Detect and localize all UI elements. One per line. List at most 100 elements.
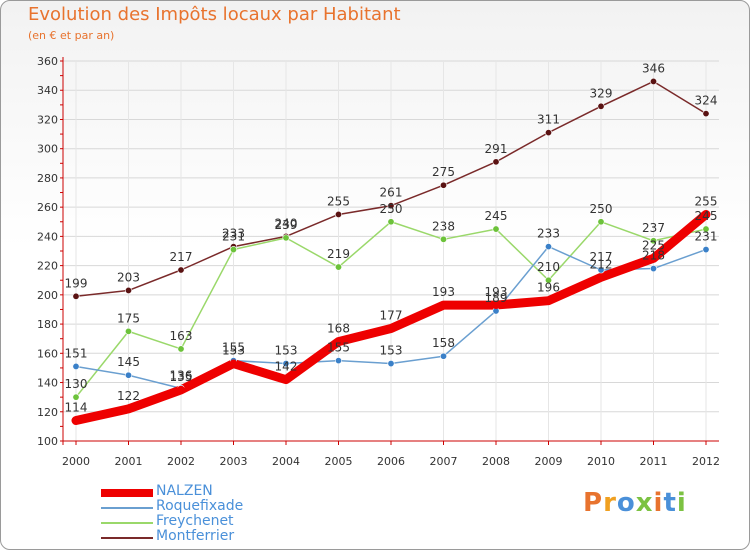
- data-point: [282, 360, 290, 368]
- data-label: 122: [117, 389, 140, 403]
- data-label: 158: [432, 336, 455, 350]
- data-label: 217: [170, 250, 193, 264]
- data-point: [439, 352, 447, 360]
- y-tick-label: 100: [37, 435, 58, 448]
- data-point: [72, 416, 80, 425]
- data-point: [282, 234, 290, 242]
- data-label: 189: [485, 291, 508, 305]
- x-tick-label: 2004: [272, 455, 300, 468]
- y-tick-label: 120: [37, 406, 58, 419]
- data-label: 199: [65, 276, 88, 290]
- data-label: 239: [275, 218, 298, 232]
- data-label: 136: [170, 368, 193, 382]
- data-label: 255: [695, 194, 718, 208]
- x-tick-label: 2001: [115, 455, 143, 468]
- data-label: 175: [117, 311, 140, 325]
- data-label: 311: [537, 113, 560, 127]
- y-tick-label: 140: [37, 377, 58, 390]
- data-point: [229, 359, 238, 368]
- data-label: 218: [642, 249, 665, 263]
- y-tick-label: 200: [37, 289, 58, 302]
- x-tick-label: 2002: [167, 455, 195, 468]
- data-label: 250: [590, 202, 613, 216]
- x-tick-label: 2012: [692, 455, 720, 468]
- data-point: [334, 357, 342, 365]
- data-label: 217: [590, 250, 613, 264]
- logo-letter: x: [635, 488, 654, 518]
- data-label: 155: [222, 341, 245, 355]
- data-point: [125, 371, 133, 379]
- data-label: 193: [432, 285, 455, 299]
- chart-title: Evolution des Impôts locaux par Habitant: [28, 4, 401, 25]
- data-label: 142: [275, 360, 298, 374]
- data-label: 203: [117, 270, 140, 284]
- data-label: 196: [537, 281, 560, 295]
- data-label: 168: [327, 322, 350, 336]
- logo-letter: i: [676, 488, 687, 518]
- y-tick-label: 180: [37, 318, 58, 331]
- legend-swatch: [101, 489, 153, 497]
- data-point: [702, 210, 710, 219]
- data-label: 250: [380, 202, 403, 216]
- data-label: 240: [275, 216, 298, 230]
- legend-swatch: [101, 507, 153, 509]
- data-point: [125, 327, 133, 335]
- data-point: [702, 246, 710, 254]
- legend-swatch: [101, 537, 153, 539]
- data-point: [334, 263, 342, 271]
- data-label: 219: [327, 247, 350, 261]
- data-point: [597, 266, 605, 274]
- data-label: 346: [642, 61, 665, 75]
- logo-letter: o: [616, 488, 636, 518]
- y-tick-label: 340: [37, 84, 58, 97]
- data-point: [544, 296, 553, 305]
- x-tick-label: 2008: [482, 455, 510, 468]
- data-label: 163: [170, 329, 193, 343]
- proxiti-logo: Proxiti: [583, 488, 687, 518]
- data-point: [439, 181, 447, 189]
- legend-label: Roquefixade: [156, 498, 244, 514]
- data-label: 275: [432, 165, 455, 179]
- data-point: [72, 393, 80, 401]
- data-point: [387, 324, 395, 333]
- data-label: 231: [222, 230, 245, 244]
- data-point: [492, 158, 500, 166]
- data-point: [125, 286, 133, 294]
- data-label: 130: [65, 377, 88, 391]
- data-label: 324: [695, 94, 718, 108]
- y-tick-label: 300: [37, 143, 58, 156]
- x-tick-label: 2006: [377, 455, 405, 468]
- data-label: 329: [590, 86, 613, 100]
- data-label: 135: [170, 370, 193, 384]
- x-tick-label: 2000: [62, 455, 90, 468]
- data-point: [597, 218, 605, 226]
- data-label: 238: [432, 219, 455, 233]
- y-tick-label: 320: [37, 113, 58, 126]
- data-point: [230, 246, 238, 254]
- x-tick-label: 2010: [587, 455, 615, 468]
- y-tick-label: 360: [37, 55, 58, 68]
- x-tick-label: 2005: [325, 455, 353, 468]
- data-label: 210: [537, 260, 560, 274]
- data-label: 291: [485, 142, 508, 156]
- data-point: [72, 362, 80, 370]
- data-point: [177, 345, 185, 353]
- data-label: 231: [695, 230, 718, 244]
- data-point: [649, 254, 658, 263]
- logo-letter: i: [653, 488, 664, 518]
- data-label: 153: [222, 344, 245, 358]
- data-point: [439, 235, 447, 243]
- data-label: 151: [65, 346, 88, 360]
- legend-swatch: [101, 522, 153, 524]
- data-point: [334, 337, 343, 346]
- data-point: [492, 301, 500, 310]
- data-point: [387, 360, 395, 368]
- data-point: [334, 210, 342, 218]
- legend-label: Montferrier: [156, 528, 235, 544]
- data-point: [72, 292, 80, 300]
- data-label: 153: [275, 344, 298, 358]
- data-point: [177, 266, 185, 274]
- logo-letter: P: [583, 488, 604, 518]
- x-tick-label: 2003: [220, 455, 248, 468]
